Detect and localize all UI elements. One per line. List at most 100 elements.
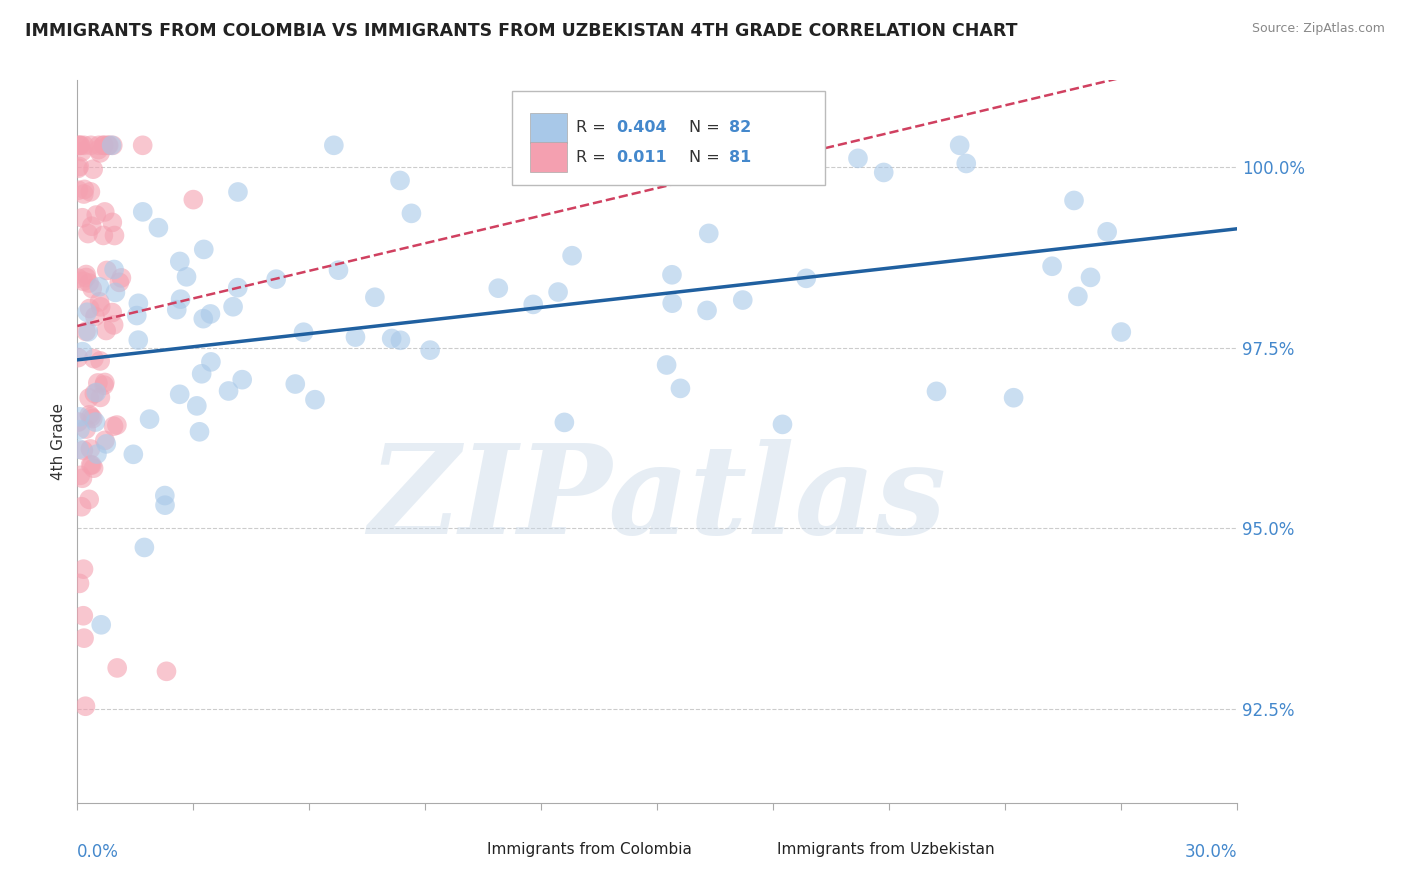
Point (1063, 194, 1085, 208)
Point (83, 351, 105, 366)
Point (401, 206, 423, 220)
Point (79, 408, 101, 422)
Point (794, 271, 817, 285)
Text: 0.404: 0.404 (617, 120, 668, 136)
Point (1080, 270, 1102, 285)
Point (80, 219, 103, 234)
Point (77, 492, 100, 507)
Point (67, 183, 90, 197)
Point (80, 409, 103, 424)
Point (155, 665, 177, 679)
Point (169, 292, 191, 306)
Point (100, 138, 122, 153)
Point (322, 138, 344, 153)
Point (70, 145, 93, 159)
Point (138, 412, 160, 426)
Point (89, 390, 111, 404)
Point (292, 325, 315, 339)
Point (90, 300, 112, 314)
Text: R =: R = (576, 150, 612, 165)
Point (153, 489, 176, 503)
Point (169, 387, 191, 401)
Point (93, 138, 115, 153)
Point (125, 309, 148, 323)
Point (72, 211, 94, 225)
Point (79, 185, 101, 199)
Point (218, 384, 240, 398)
Point (186, 399, 208, 413)
Point (69, 468, 91, 483)
Point (96, 324, 118, 338)
Point (69, 576, 91, 591)
Point (72, 608, 94, 623)
Point (89, 145, 111, 160)
FancyBboxPatch shape (530, 142, 567, 172)
Point (89, 354, 111, 368)
Text: IMMIGRANTS FROM COLOMBIA VS IMMIGRANTS FROM UZBEKISTAN 4TH GRADE CORRELATION CHA: IMMIGRANTS FROM COLOMBIA VS IMMIGRANTS F… (25, 22, 1018, 40)
Point (226, 280, 249, 294)
Point (134, 541, 156, 555)
Point (108, 276, 131, 290)
Point (80, 138, 103, 153)
Y-axis label: 4th Grade: 4th Grade (51, 403, 66, 480)
Point (94, 205, 117, 219)
Point (77, 276, 100, 290)
Point (231, 373, 253, 387)
Text: Immigrants from Colombia: Immigrants from Colombia (486, 842, 692, 857)
Point (200, 307, 222, 321)
Point (1067, 289, 1090, 303)
Point (72, 274, 94, 288)
Point (87, 143, 110, 157)
Point (188, 425, 211, 439)
Point (127, 333, 149, 347)
Point (193, 243, 215, 257)
Text: Source: ZipAtlas.com: Source: ZipAtlas.com (1251, 22, 1385, 36)
Point (72, 344, 94, 359)
Point (67, 415, 90, 429)
Text: Immigrants from Uzbekistan: Immigrants from Uzbekistan (776, 842, 994, 857)
Point (67, 271, 90, 285)
Text: 82: 82 (730, 120, 751, 136)
Point (69, 138, 91, 153)
Point (846, 152, 869, 166)
Text: R =: R = (576, 120, 612, 136)
Point (661, 296, 683, 310)
Point (84, 385, 107, 400)
Point (83, 461, 105, 475)
Point (83, 386, 105, 401)
Point (190, 367, 212, 381)
Point (72, 471, 94, 485)
Point (304, 392, 326, 407)
Point (96, 437, 118, 451)
Text: 30.0%: 30.0% (1185, 843, 1237, 861)
Point (73, 182, 96, 196)
Point (226, 185, 249, 199)
Point (70, 500, 93, 514)
Point (193, 311, 215, 326)
Point (87, 138, 110, 153)
Text: 0.0%: 0.0% (77, 843, 120, 861)
Point (84, 310, 107, 324)
FancyBboxPatch shape (530, 112, 567, 143)
Point (69, 423, 91, 437)
Point (89, 294, 111, 309)
Point (925, 384, 948, 399)
Point (77, 325, 100, 339)
Point (284, 377, 307, 392)
Point (73, 138, 96, 153)
Point (69, 409, 91, 424)
Point (381, 331, 404, 345)
Point (82, 282, 104, 296)
FancyBboxPatch shape (512, 91, 825, 185)
Point (955, 156, 977, 170)
Point (97, 138, 120, 153)
Point (93, 378, 115, 392)
Point (94, 434, 117, 448)
Point (76, 305, 98, 319)
Point (176, 269, 198, 284)
Point (67, 160, 90, 174)
Point (949, 138, 972, 153)
Point (344, 330, 367, 344)
Point (737, 138, 759, 153)
Point (655, 358, 678, 372)
